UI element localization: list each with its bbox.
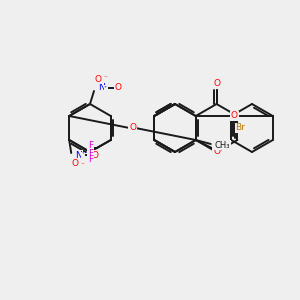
Text: O: O [72, 160, 79, 169]
Text: F: F [88, 155, 93, 164]
Text: F: F [88, 148, 93, 158]
Text: ⁻: ⁻ [80, 160, 84, 169]
Text: O: O [115, 83, 122, 92]
Text: O: O [213, 80, 220, 88]
Text: ⁻: ⁻ [103, 74, 107, 82]
Text: ⁺: ⁺ [81, 152, 85, 158]
Text: CH₃: CH₃ [215, 140, 230, 149]
Text: O: O [213, 148, 220, 157]
Text: O: O [129, 124, 136, 133]
Text: F: F [88, 142, 93, 151]
Text: O: O [94, 74, 101, 83]
Text: O: O [231, 112, 238, 121]
Text: N: N [98, 83, 105, 92]
Text: Br: Br [235, 124, 245, 133]
Text: N: N [75, 151, 82, 160]
Text: ⁺: ⁺ [104, 85, 107, 91]
Text: O: O [92, 151, 99, 160]
